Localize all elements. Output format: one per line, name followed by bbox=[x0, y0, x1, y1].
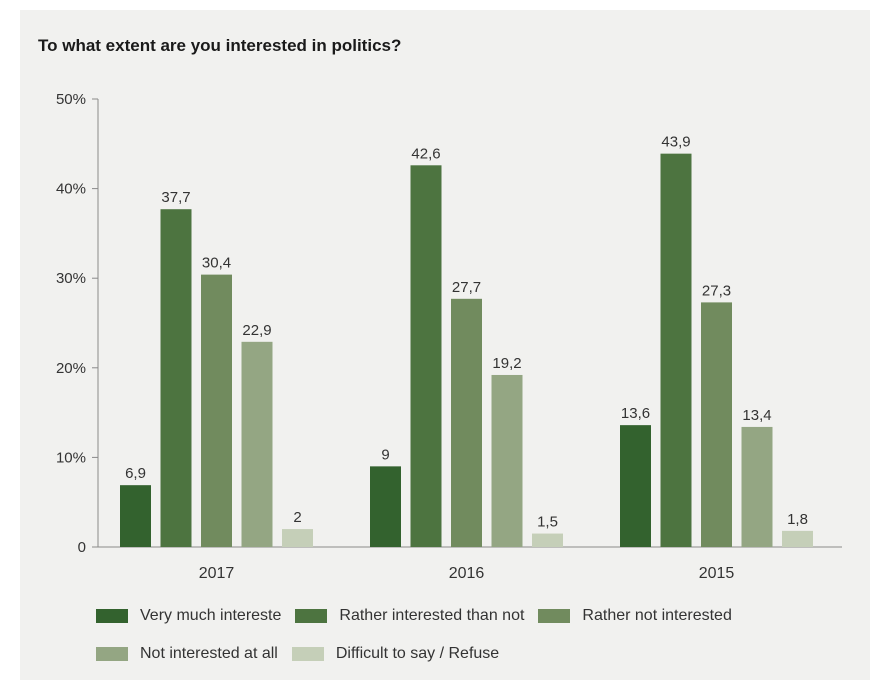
data-label: 27,3 bbox=[702, 282, 731, 299]
legend-swatch bbox=[96, 609, 128, 623]
bar-2015-series-1 bbox=[660, 153, 692, 547]
legend-item: Difficult to say / Refuse bbox=[291, 645, 500, 663]
legend-label: Rather interested than not bbox=[339, 607, 525, 624]
bar-2015-series-0 bbox=[620, 425, 651, 547]
y-tick-label: 50% bbox=[56, 91, 86, 108]
legend-swatch bbox=[295, 609, 328, 623]
data-label: 27,7 bbox=[452, 279, 481, 296]
legend-item: Rather interested than not bbox=[295, 607, 524, 625]
data-label: 22,9 bbox=[242, 322, 271, 339]
y-tick-label: 10% bbox=[56, 449, 86, 466]
data-label: 43,9 bbox=[661, 134, 690, 151]
y-tick-label: 40% bbox=[56, 181, 86, 198]
y-axis-ticks: 0 10% 20% 30% 40% 50% bbox=[56, 91, 98, 556]
legend-label: Difficult to say / Refuse bbox=[335, 645, 500, 662]
x-tick-label: 2017 bbox=[199, 565, 235, 582]
legend-row: Very much intereste Rather interested tha… bbox=[96, 604, 836, 628]
data-label: 1,5 bbox=[537, 514, 558, 531]
bar-2016-series-4 bbox=[532, 533, 563, 547]
data-label: 37,7 bbox=[161, 189, 190, 206]
bar-2016-series-0 bbox=[370, 466, 401, 547]
bar-2015-series-3 bbox=[741, 426, 773, 547]
data-label: 9 bbox=[381, 446, 389, 463]
data-label: 19,2 bbox=[492, 355, 521, 372]
bar-2017-series-2 bbox=[201, 274, 232, 547]
x-tick-label: 2015 bbox=[699, 565, 735, 582]
y-tick-label: 30% bbox=[56, 270, 86, 287]
legend-item: Very much intereste bbox=[96, 607, 281, 625]
data-label: 13,4 bbox=[742, 407, 771, 424]
bar-2016-series-3 bbox=[491, 374, 523, 547]
legend-swatch bbox=[291, 647, 324, 661]
legend-row: Not interested at all Difficult to say / … bbox=[96, 642, 836, 666]
bar-2017-series-3 bbox=[241, 341, 273, 547]
data-label: 13,6 bbox=[621, 405, 650, 422]
x-tick-label: 2016 bbox=[449, 565, 485, 582]
bar-2016-series-2 bbox=[451, 298, 482, 547]
bar-2015-series-4 bbox=[782, 530, 813, 547]
x-axis-ticks: 2017 2016 2015 bbox=[199, 565, 735, 582]
bar-2017-series-0 bbox=[120, 485, 151, 547]
legend-swatch bbox=[538, 609, 571, 623]
legend-item: Rather not interested bbox=[538, 607, 732, 625]
chart-title: To what extent are you interested in pol… bbox=[38, 36, 402, 55]
data-label: 6,9 bbox=[125, 465, 146, 482]
legend: Very much intereste Rather interested tha… bbox=[96, 604, 836, 680]
legend-swatch bbox=[96, 647, 128, 661]
data-label: 30,4 bbox=[202, 255, 231, 272]
bar-chart: 0 10% 20% 30% 40% 50% 6,9 37,7 30,4 22,9 2 9 42,6 27… bbox=[56, 91, 842, 582]
legend-item: Not interested at all bbox=[96, 645, 278, 663]
legend-label: Rather not interested bbox=[582, 607, 732, 624]
y-tick-label: 0 bbox=[78, 539, 86, 556]
legend-label: Very much intereste bbox=[140, 607, 282, 624]
bar-2017-series-1 bbox=[160, 209, 192, 547]
y-tick-label: 20% bbox=[56, 360, 86, 377]
bar-2016-series-1 bbox=[410, 165, 442, 547]
data-label: 1,8 bbox=[787, 511, 808, 528]
bar-2015-series-2 bbox=[701, 302, 732, 547]
bar-2017-series-4 bbox=[282, 529, 313, 547]
legend-label: Not interested at all bbox=[140, 645, 278, 662]
data-label: 42,6 bbox=[411, 145, 440, 162]
data-label: 2 bbox=[293, 509, 301, 526]
bar-series-group: 6,9 37,7 30,4 22,9 2 9 42,6 27,7 19,2 1,5 13,6 43,9… bbox=[120, 134, 813, 547]
